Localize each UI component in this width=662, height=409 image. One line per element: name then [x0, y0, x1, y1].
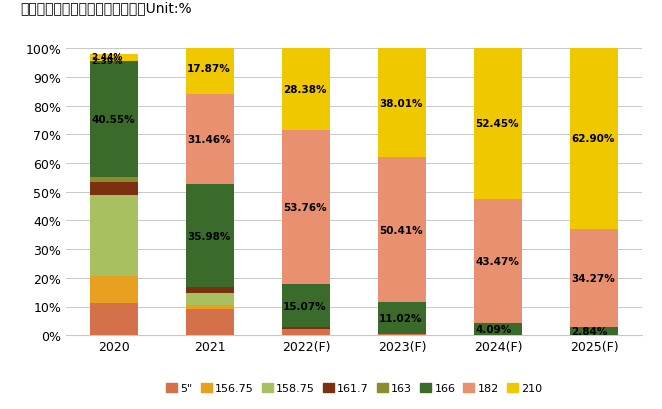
Bar: [186, 309, 234, 335]
Text: 35.98%: 35.98%: [187, 231, 230, 241]
Bar: [474, 199, 522, 324]
Bar: [282, 130, 330, 284]
Text: 11.02%: 11.02%: [379, 313, 422, 323]
Bar: [186, 293, 234, 305]
Bar: [186, 43, 234, 94]
Bar: [474, 324, 522, 335]
Bar: [90, 304, 138, 335]
Bar: [570, 327, 618, 335]
Bar: [378, 158, 426, 302]
Text: 17.87%: 17.87%: [187, 64, 231, 74]
Text: 2.44%: 2.44%: [91, 53, 122, 62]
Bar: [186, 94, 234, 184]
Bar: [90, 195, 138, 277]
Text: 53.76%: 53.76%: [283, 202, 327, 212]
Text: 34.27%: 34.27%: [571, 273, 615, 283]
Bar: [282, 284, 330, 327]
Text: 图：不同尺寸硅片产能占比趋势，Unit:%: 图：不同尺寸硅片产能占比趋势，Unit:%: [20, 1, 192, 15]
Text: 4.09%: 4.09%: [475, 324, 511, 335]
Text: 52.45%: 52.45%: [475, 119, 519, 129]
Bar: [282, 329, 330, 335]
Text: 28.38%: 28.38%: [283, 85, 326, 95]
Bar: [570, 229, 618, 327]
Bar: [186, 305, 234, 309]
Bar: [90, 182, 138, 195]
Text: 40.55%: 40.55%: [91, 115, 135, 125]
Bar: [282, 49, 330, 130]
Bar: [186, 288, 234, 293]
Bar: [90, 277, 138, 304]
Bar: [378, 49, 426, 158]
Bar: [378, 302, 426, 334]
Text: 50.41%: 50.41%: [379, 225, 423, 235]
Text: 15.07%: 15.07%: [283, 301, 327, 311]
Bar: [378, 334, 426, 335]
Bar: [90, 62, 138, 178]
Bar: [474, 49, 522, 199]
Text: 43.47%: 43.47%: [475, 256, 519, 266]
Text: 62.90%: 62.90%: [571, 134, 614, 144]
Text: 2.39%: 2.39%: [91, 56, 122, 65]
Bar: [90, 178, 138, 182]
Legend: 5", 156.75, 158.75, 161.7, 163, 166, 182, 210: 5", 156.75, 158.75, 161.7, 163, 166, 182…: [162, 378, 547, 398]
Text: 2.84%: 2.84%: [571, 326, 608, 336]
Bar: [90, 55, 138, 62]
Bar: [282, 327, 330, 329]
Text: 31.46%: 31.46%: [187, 135, 231, 144]
Text: 38.01%: 38.01%: [379, 99, 422, 108]
Bar: [186, 184, 234, 288]
Bar: [570, 49, 618, 229]
